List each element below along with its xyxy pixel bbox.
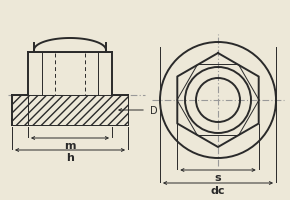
Text: h: h (66, 152, 74, 162)
Polygon shape (28, 96, 128, 125)
Text: m: m (64, 140, 76, 150)
Text: D: D (150, 105, 158, 115)
Text: dc: dc (211, 185, 225, 195)
Polygon shape (12, 96, 28, 125)
Text: s: s (215, 172, 221, 182)
